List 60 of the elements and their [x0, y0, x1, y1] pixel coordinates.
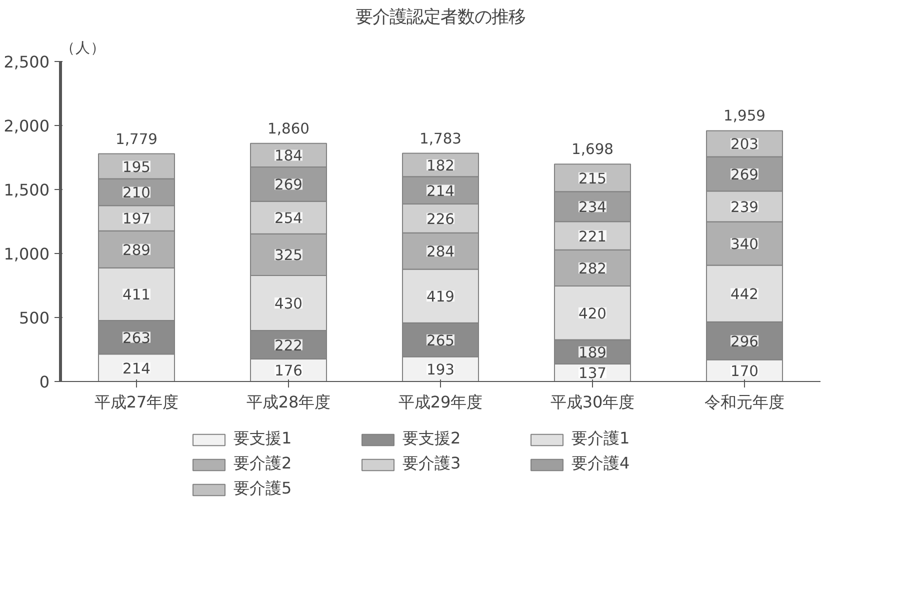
data-label: 296	[730, 333, 758, 350]
total-label: 1,860	[268, 120, 310, 138]
y-tick-label: 2,000	[4, 116, 50, 136]
data-label: 325	[274, 247, 302, 264]
legend-label: 要支援1	[234, 428, 293, 450]
y-tick-label: 1,500	[4, 180, 50, 200]
data-label: 197	[122, 210, 150, 228]
x-tick-label: 令和元年度	[704, 392, 784, 412]
data-label: 221	[578, 228, 606, 246]
data-label: 269	[274, 176, 302, 194]
data-label: 284	[426, 244, 454, 261]
y-tick-label: 2,500	[4, 52, 50, 72]
data-label: 182	[426, 157, 454, 174]
data-label: 195	[122, 158, 150, 176]
y-tick-label: 1,000	[4, 244, 50, 264]
data-label: 265	[426, 332, 454, 350]
y-tick-label: 500	[18, 308, 50, 328]
data-label: 226	[426, 210, 454, 228]
data-label: 282	[578, 260, 606, 278]
total-label: 1,959	[724, 108, 766, 125]
data-label: 193	[426, 362, 454, 379]
data-label: 239	[730, 198, 758, 216]
data-label: 340	[730, 236, 758, 254]
data-label: 420	[578, 305, 606, 322]
data-label: 137	[578, 365, 606, 382]
chart-title: 要介護認定者数の推移	[356, 8, 526, 28]
data-label: 411	[122, 286, 150, 304]
data-label: 222	[274, 337, 302, 354]
data-label: 176	[274, 362, 302, 380]
data-label: 210	[122, 184, 150, 202]
data-label: 263	[122, 330, 150, 347]
legend-label: 要介護2	[234, 454, 293, 474]
data-label: 214	[426, 182, 454, 200]
data-label: 254	[274, 210, 302, 228]
legend-label: 要介護3	[402, 454, 462, 474]
x-tick-label: 平成28年度	[246, 392, 331, 412]
data-label: 214	[122, 360, 150, 378]
data-label: 269	[730, 166, 758, 184]
y-tick-label: 0	[39, 372, 50, 392]
legend-label: 要支援2	[402, 428, 462, 450]
legend-label: 要介護4	[572, 454, 631, 474]
data-label: 215	[578, 170, 606, 188]
data-label: 289	[122, 242, 150, 259]
data-label: 442	[730, 286, 758, 304]
total-label: 1,779	[116, 130, 158, 148]
y-axis-title: （人）	[60, 40, 106, 56]
data-label: 184	[274, 148, 302, 165]
x-tick-label: 平成27年度	[94, 392, 179, 412]
x-tick-label: 平成29年度	[398, 392, 483, 412]
x-tick-label: 平成30年度	[550, 392, 635, 412]
data-label: 189	[578, 344, 606, 362]
data-label: 170	[730, 363, 758, 380]
legend-label: 要介護1	[572, 428, 631, 450]
total-label: 1,698	[572, 141, 614, 158]
data-label: 234	[578, 199, 606, 216]
legend-label: 要介護5	[234, 478, 293, 500]
data-label: 203	[730, 136, 758, 154]
total-label: 1,783	[420, 130, 462, 148]
data-label: 419	[426, 288, 454, 306]
data-label: 430	[274, 296, 302, 313]
